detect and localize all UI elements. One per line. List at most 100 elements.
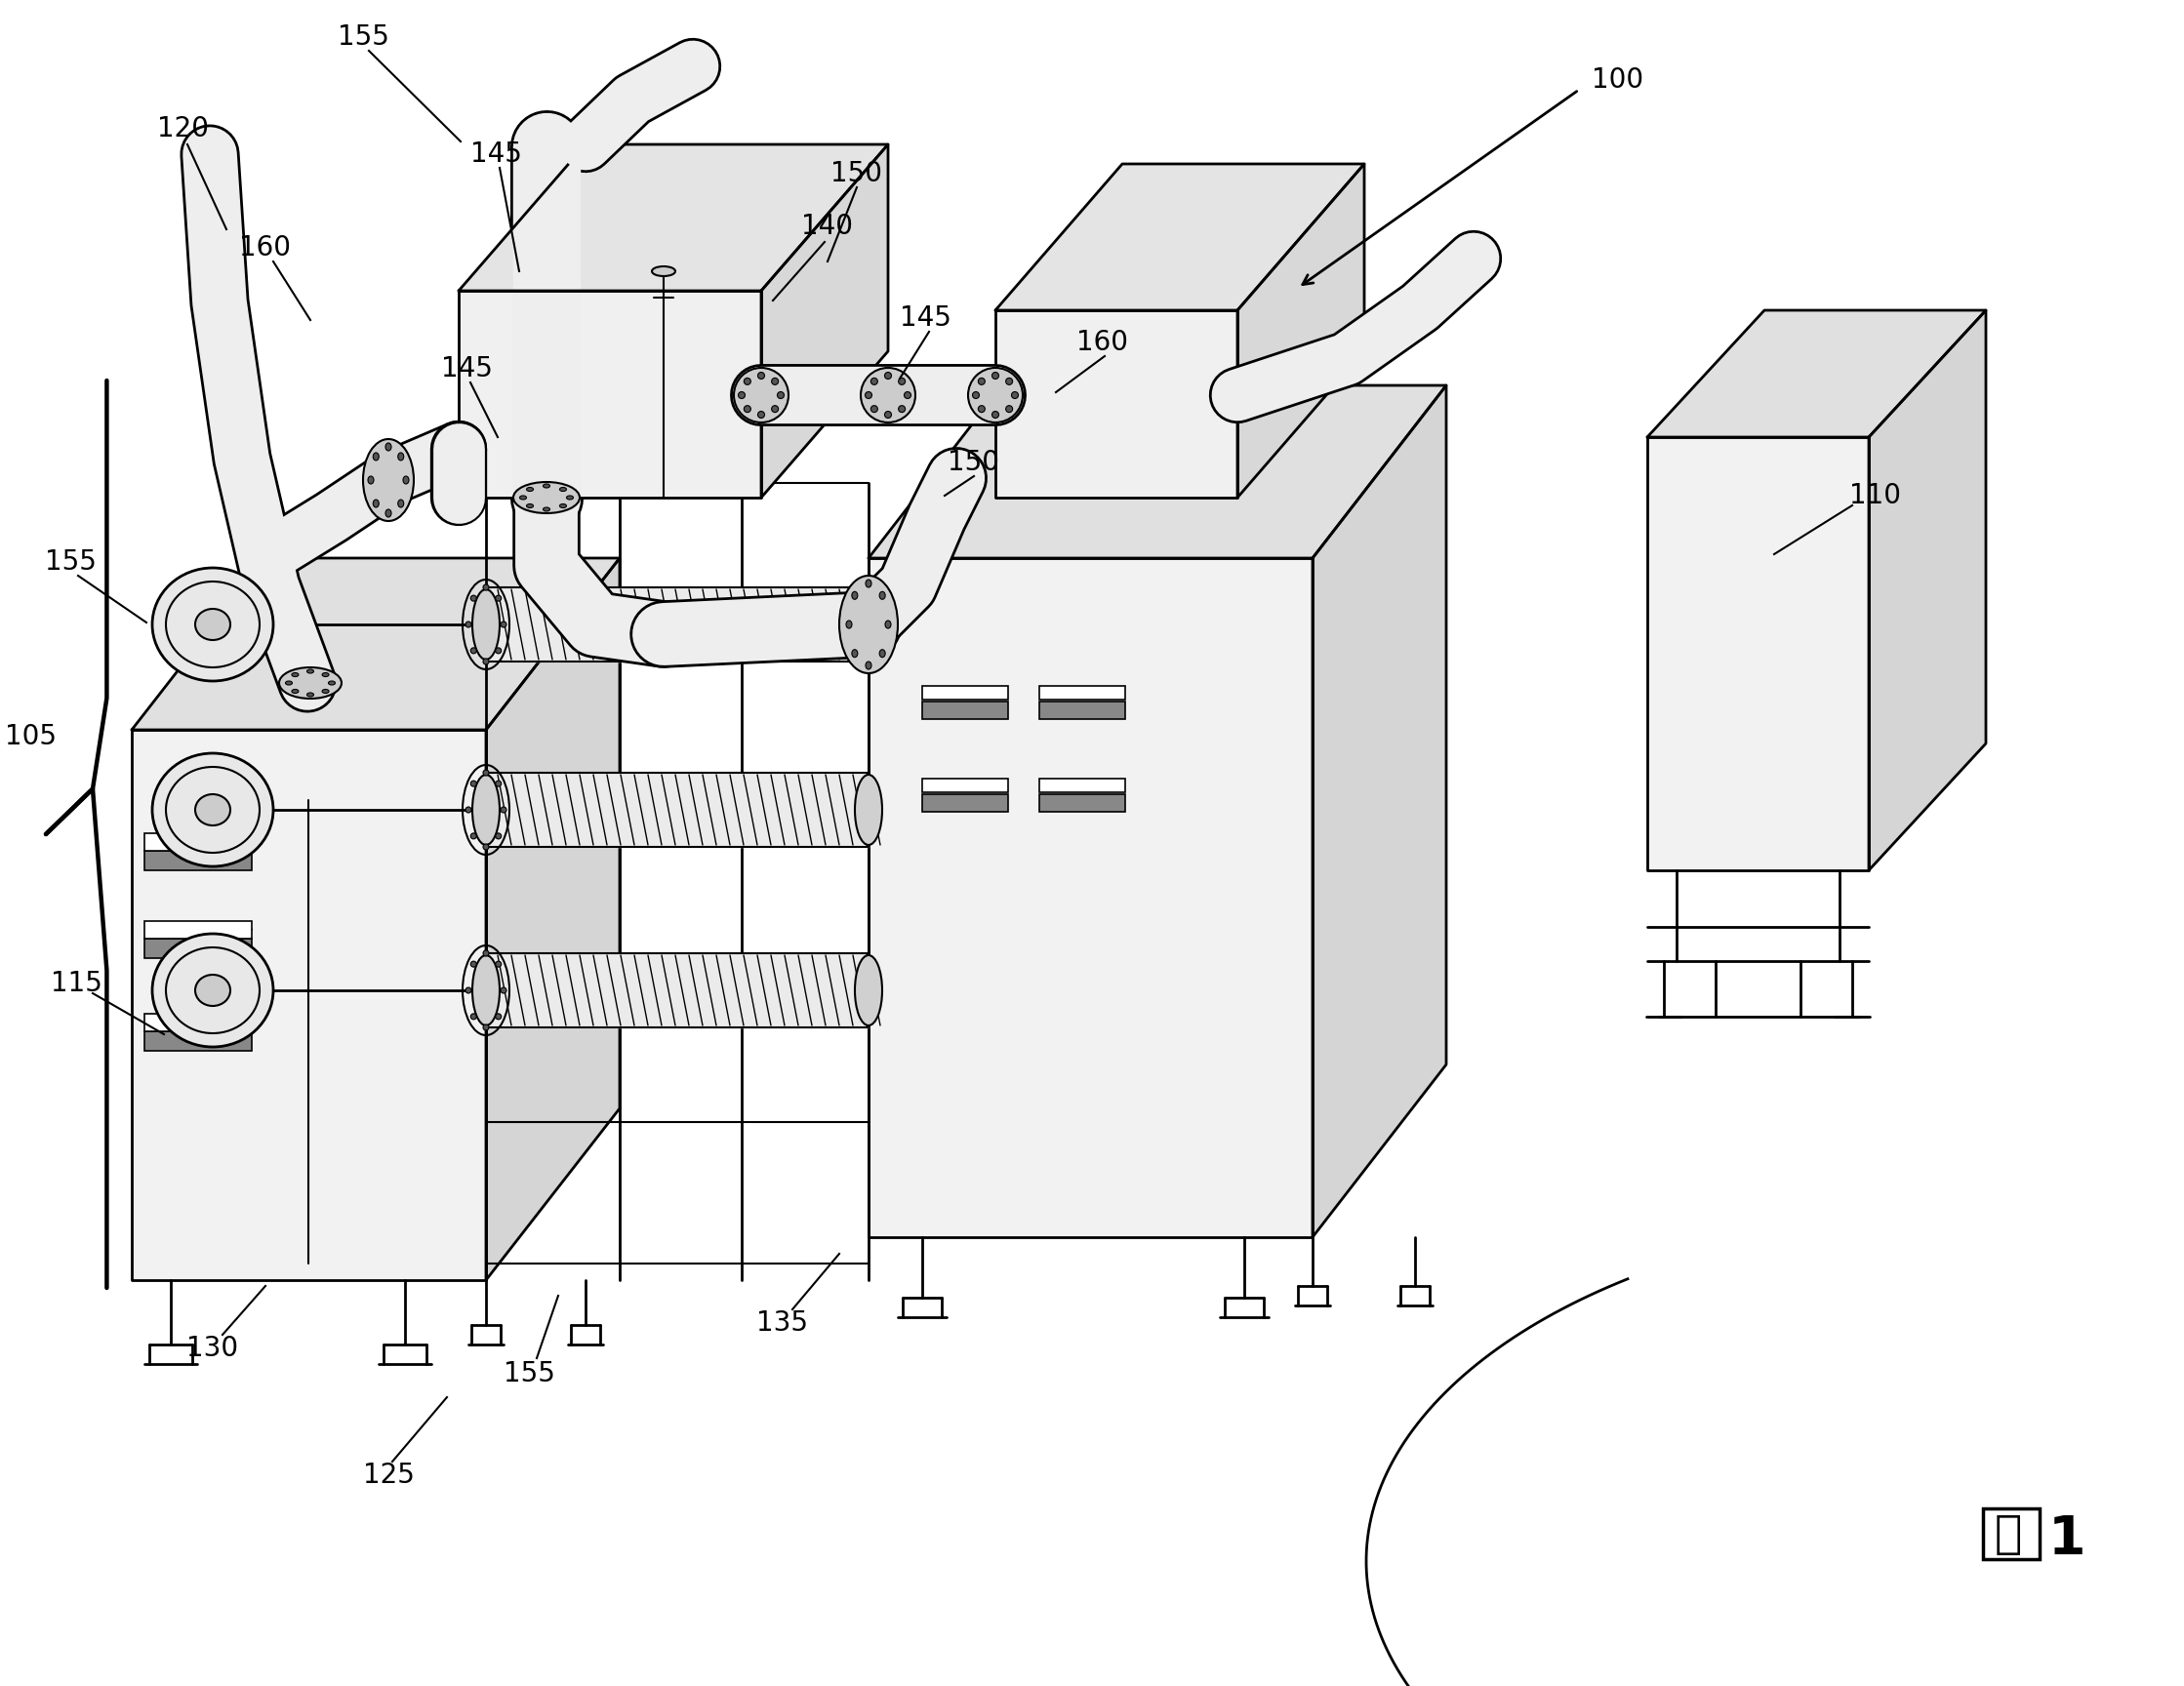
Ellipse shape [397, 452, 404, 460]
Ellipse shape [898, 378, 904, 384]
Text: 150: 150 [830, 160, 882, 187]
Bar [1040, 686, 1125, 700]
Polygon shape [762, 145, 889, 497]
Bar [144, 1032, 251, 1050]
Text: 图: 图 [1994, 1514, 2022, 1558]
Ellipse shape [404, 475, 408, 484]
Ellipse shape [293, 690, 299, 693]
Ellipse shape [496, 1013, 502, 1020]
Ellipse shape [978, 378, 985, 384]
Ellipse shape [470, 647, 476, 654]
Text: 1: 1 [2049, 1514, 2086, 1566]
Ellipse shape [978, 406, 985, 413]
Polygon shape [131, 558, 620, 730]
Bar [922, 701, 1009, 720]
Ellipse shape [153, 754, 273, 867]
Ellipse shape [496, 833, 502, 840]
Ellipse shape [293, 673, 299, 676]
Ellipse shape [885, 373, 891, 379]
Ellipse shape [854, 956, 882, 1025]
Ellipse shape [321, 673, 330, 676]
Ellipse shape [520, 496, 526, 499]
Ellipse shape [1007, 378, 1013, 384]
Polygon shape [996, 310, 1238, 497]
Polygon shape [487, 772, 869, 846]
Polygon shape [487, 587, 869, 661]
Ellipse shape [734, 368, 788, 423]
Text: 130: 130 [188, 1335, 238, 1362]
Ellipse shape [651, 266, 675, 277]
Text: 145: 145 [470, 140, 522, 169]
Polygon shape [869, 558, 1313, 1238]
Ellipse shape [544, 484, 550, 487]
Ellipse shape [496, 647, 502, 654]
Polygon shape [869, 386, 1446, 558]
Ellipse shape [321, 690, 330, 693]
Bar [922, 686, 1009, 700]
Bar [1040, 794, 1125, 811]
Ellipse shape [470, 833, 476, 840]
Text: 100: 100 [1592, 66, 1645, 94]
Polygon shape [459, 290, 762, 497]
Ellipse shape [871, 378, 878, 384]
Ellipse shape [496, 961, 502, 968]
Text: 105: 105 [4, 723, 57, 750]
Ellipse shape [771, 378, 778, 384]
Ellipse shape [1007, 406, 1013, 413]
Ellipse shape [496, 595, 502, 602]
Ellipse shape [373, 452, 378, 460]
Ellipse shape [472, 956, 500, 1025]
Ellipse shape [880, 649, 885, 658]
Ellipse shape [308, 669, 314, 673]
Text: 120: 120 [157, 115, 210, 142]
Ellipse shape [778, 391, 784, 398]
Ellipse shape [559, 504, 566, 507]
Ellipse shape [845, 620, 852, 629]
Ellipse shape [885, 620, 891, 629]
Ellipse shape [544, 507, 550, 511]
Ellipse shape [465, 622, 472, 627]
Ellipse shape [483, 585, 489, 590]
Ellipse shape [865, 661, 871, 669]
Text: 155: 155 [44, 548, 96, 575]
Ellipse shape [865, 391, 871, 398]
Ellipse shape [194, 794, 229, 826]
Ellipse shape [758, 411, 764, 418]
Ellipse shape [472, 774, 500, 845]
Ellipse shape [526, 504, 533, 507]
Ellipse shape [865, 580, 871, 587]
Ellipse shape [854, 590, 882, 659]
Ellipse shape [771, 406, 778, 413]
Bar [1983, 1509, 2040, 1560]
Polygon shape [459, 145, 889, 290]
Bar [1040, 701, 1125, 720]
Text: 140: 140 [802, 212, 854, 239]
Ellipse shape [500, 808, 507, 813]
Ellipse shape [745, 406, 751, 413]
Ellipse shape [397, 499, 404, 507]
Polygon shape [996, 164, 1365, 310]
Ellipse shape [308, 693, 314, 696]
Ellipse shape [483, 659, 489, 664]
Ellipse shape [992, 373, 998, 379]
Ellipse shape [852, 649, 858, 658]
Ellipse shape [465, 808, 472, 813]
Ellipse shape [968, 368, 1022, 423]
Ellipse shape [880, 592, 885, 599]
Ellipse shape [904, 391, 911, 398]
Ellipse shape [559, 487, 566, 491]
Ellipse shape [745, 378, 751, 384]
Ellipse shape [758, 373, 764, 379]
Polygon shape [1238, 164, 1365, 497]
Ellipse shape [1011, 391, 1018, 398]
Ellipse shape [328, 681, 334, 685]
Ellipse shape [992, 411, 998, 418]
Ellipse shape [526, 487, 533, 491]
Ellipse shape [470, 781, 476, 787]
Polygon shape [1870, 310, 1985, 870]
Polygon shape [1313, 386, 1446, 1238]
Ellipse shape [972, 391, 978, 398]
Ellipse shape [500, 988, 507, 993]
Polygon shape [1647, 437, 1870, 870]
Text: 135: 135 [758, 1310, 808, 1337]
